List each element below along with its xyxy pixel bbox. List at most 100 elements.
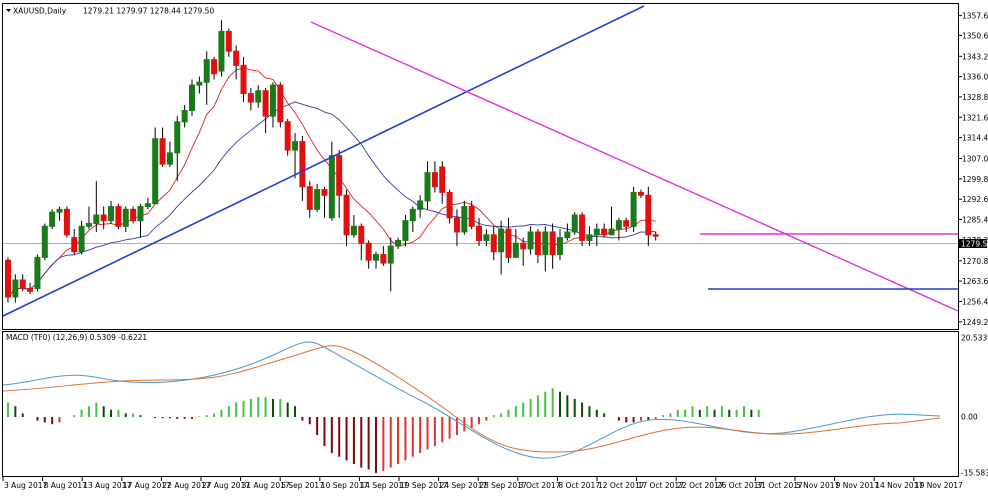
date-tick-label: 10 Sep 2017 (321, 481, 369, 490)
macd-title: MACD (TF0) (12,26,9) 0.5309 -0.6221 (6, 333, 147, 342)
candle-bull (255, 90, 262, 103)
candle-bull (203, 59, 210, 83)
ma-slow-line (7, 101, 656, 298)
candle-bear (63, 208, 70, 236)
price-tick-label: 1256.40 (962, 297, 988, 306)
candle-bear (623, 220, 630, 227)
symbol-label: XAUUSD,Daily (13, 7, 67, 16)
price-tick-label: 1336.00 (962, 73, 988, 82)
signal-line (2, 345, 941, 453)
date-tick-label: 31 Aug 2017 (242, 481, 290, 490)
candle-bull (56, 208, 63, 213)
macd-tick-top: 20.5339 (961, 334, 988, 343)
candle-bull (292, 141, 299, 151)
date-tick-label: 5 Nov 2017 (796, 481, 839, 490)
candle-bear (262, 90, 269, 117)
candle-bull (78, 225, 85, 253)
candle-bear (343, 194, 350, 236)
candle-bull (483, 234, 490, 241)
date-tick-label: 8 Aug 2017 (44, 481, 87, 490)
candle-bull (571, 214, 578, 233)
candle-bear (211, 59, 218, 75)
date-tick-label: 19 Nov 2017 (915, 481, 963, 490)
candle-bull (122, 208, 129, 227)
candle-bull (557, 237, 563, 256)
candle-bear (277, 84, 284, 123)
candle-bull (314, 189, 321, 210)
candle-bear (27, 287, 34, 292)
trendline-descending[interactable] (310, 21, 959, 312)
candle-bear (520, 242, 527, 250)
candle-bull (387, 245, 394, 264)
date-tick-label: 22 Aug 2017 (162, 481, 210, 490)
candle-bear (453, 217, 460, 233)
candle-bear (439, 166, 446, 193)
macd-tick-zero: 0.00 (961, 413, 978, 422)
candle-bull (461, 206, 468, 233)
price-tick-label: 1292.60 (962, 195, 988, 204)
candle-bear (358, 225, 365, 244)
candle-bull (350, 225, 357, 236)
candle-bear (446, 191, 453, 219)
candle-bear (240, 64, 247, 95)
date-tick-label: 19 Sep 2017 (400, 481, 448, 490)
candle-bull (586, 234, 593, 241)
candle-bear (431, 172, 438, 188)
candle-bull (630, 191, 637, 227)
candle-bull (49, 211, 56, 227)
candle-bull (424, 172, 431, 202)
date-tick-label: 3 Aug 2017 (4, 481, 47, 490)
macd-histogram (7, 388, 760, 473)
date-tick-label: 24 Sep 2017 (440, 481, 488, 490)
symbol-header: XAUUSD,Daily 1279.21 1279.97 1278.44 127… (6, 7, 214, 16)
candle-bear (284, 121, 291, 151)
candle-bull (564, 231, 571, 239)
price-panel-frame (2, 3, 959, 330)
candle-bull (181, 110, 188, 123)
candle-bear (299, 141, 306, 188)
candle-bull (174, 121, 181, 154)
trendline-ascending[interactable] (2, 5, 645, 317)
date-tick-label: 3 Oct 2017 (519, 481, 561, 490)
date-tick-label: 5 Sep 2017 (281, 481, 324, 490)
dropdown-triangle-icon[interactable] (6, 9, 11, 12)
candle-bear (71, 237, 78, 253)
candle-bull (218, 30, 225, 72)
candle-bull (328, 155, 335, 219)
candle-bear (505, 228, 512, 258)
macd-tick-bottom: -15.5831 (961, 469, 988, 478)
ohlc-label: 1279.21 1279.97 1278.44 1279.50 (83, 7, 214, 16)
candle-bear (601, 228, 608, 236)
candle-bull (152, 138, 159, 205)
candle-bull (615, 220, 622, 230)
candle-bear (233, 50, 240, 66)
candle-bull (608, 228, 615, 236)
candle-bear (652, 234, 659, 237)
date-tick-label: 26 Oct 2017 (717, 481, 764, 490)
candle-bull (189, 84, 195, 112)
current-price-tag: 1279.50 (959, 239, 988, 249)
candle-bull (527, 231, 534, 250)
price-tick-label: 1270.80 (962, 257, 988, 266)
candle-bear (130, 208, 137, 222)
candle-bear (490, 234, 497, 253)
candle-bull (196, 81, 203, 86)
price-tick-label: 1299.80 (962, 175, 988, 184)
price-tick-label: 1263.60 (962, 277, 988, 286)
candle-bull (417, 200, 424, 210)
candle-bull (12, 279, 19, 298)
date-tick-label: 8 Oct 2017 (558, 481, 600, 490)
date-tick-label: 22 Oct 2017 (677, 481, 724, 490)
candle-bear (100, 214, 107, 222)
date-tick-label: 9 Nov 2017 (836, 481, 879, 490)
candle-bear (321, 189, 328, 196)
candle-bull (34, 256, 41, 289)
candle-bear (468, 206, 475, 227)
candle-bear (247, 93, 254, 103)
candle-bear (579, 214, 586, 241)
candle-bull (269, 84, 276, 117)
candle-bear (5, 259, 11, 298)
candle-bull (409, 208, 416, 222)
